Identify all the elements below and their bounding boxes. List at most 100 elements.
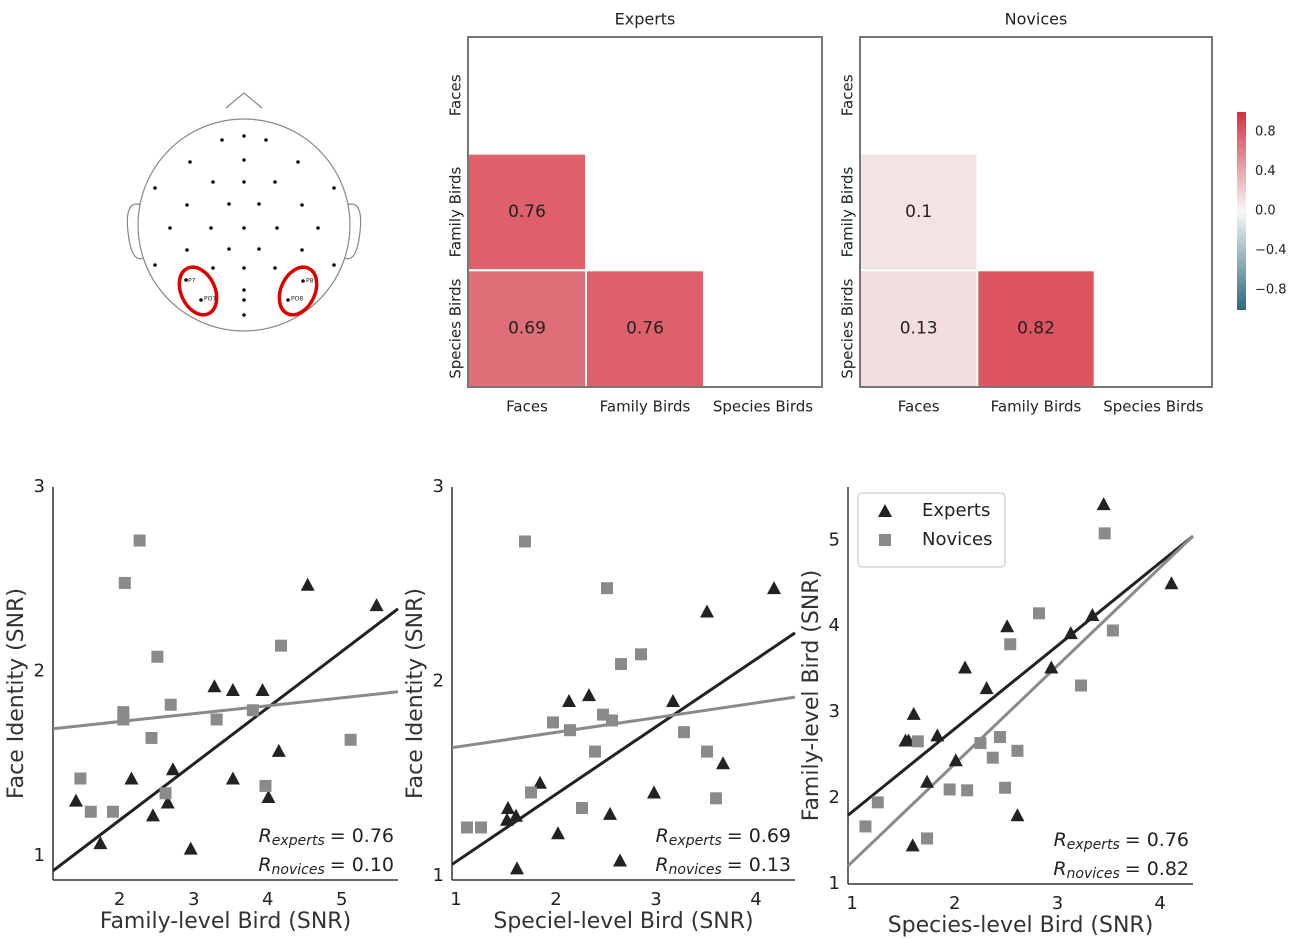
electrode bbox=[242, 134, 246, 138]
y-axis-label: Face Identity (SNR) bbox=[4, 588, 29, 799]
data-point bbox=[117, 706, 130, 719]
data-point bbox=[1044, 660, 1059, 674]
data-point bbox=[930, 728, 945, 742]
cell-label: 0.13 bbox=[900, 319, 938, 339]
electrode bbox=[242, 180, 246, 184]
left-ear bbox=[126, 203, 145, 260]
legend-marker bbox=[879, 534, 891, 546]
electrode bbox=[211, 180, 215, 184]
electrode bbox=[273, 266, 277, 270]
data-point bbox=[500, 812, 514, 826]
annotation: Rnovices = 0.10 bbox=[258, 854, 394, 879]
data-point bbox=[124, 771, 139, 785]
electrode bbox=[286, 298, 290, 302]
data-point bbox=[1075, 679, 1088, 692]
x-tick-label: 4 bbox=[262, 889, 273, 910]
y-axis-label: Face Identity (SNR) bbox=[403, 588, 428, 799]
data-point bbox=[106, 805, 119, 818]
regression-line bbox=[846, 534, 1195, 868]
annotation-symbol: R bbox=[258, 854, 271, 876]
colorbar-tick-label: −0.8 bbox=[1255, 283, 1287, 298]
data-point bbox=[369, 598, 384, 612]
annotation-text: = 0.13 bbox=[727, 854, 791, 876]
data-point bbox=[74, 772, 87, 785]
data-point bbox=[261, 789, 276, 803]
annotation-symbol: R bbox=[1054, 829, 1067, 851]
data-point bbox=[701, 745, 713, 758]
electrode bbox=[185, 248, 189, 252]
x-category-label: Species Birds bbox=[713, 398, 813, 416]
data-point bbox=[183, 841, 198, 855]
data-point bbox=[164, 698, 177, 711]
annotation-subscript: novices bbox=[1067, 866, 1120, 882]
data-point bbox=[564, 724, 576, 737]
data-point bbox=[501, 801, 515, 815]
electrode bbox=[184, 278, 188, 282]
y-tick-label: 2 bbox=[433, 671, 444, 692]
electrode-label: PO7 bbox=[204, 296, 216, 303]
y-tick-label: 2 bbox=[34, 661, 45, 682]
annotation-subscript: experts bbox=[669, 833, 722, 849]
legend-label: Novices bbox=[922, 529, 992, 550]
data-point bbox=[533, 775, 547, 789]
x-tick-label: 2 bbox=[949, 893, 960, 914]
data-point bbox=[905, 838, 920, 852]
data-point bbox=[151, 650, 164, 663]
electrode bbox=[242, 266, 246, 270]
data-point bbox=[547, 716, 559, 729]
electrode bbox=[199, 298, 203, 302]
annotation-symbol: R bbox=[259, 825, 272, 847]
data-point bbox=[678, 726, 690, 739]
data-point bbox=[767, 581, 781, 595]
cell-label: 0.1 bbox=[905, 202, 932, 222]
electrode bbox=[227, 202, 231, 206]
electrode bbox=[257, 247, 261, 251]
y-tick-label: 4 bbox=[829, 615, 840, 636]
data-point bbox=[133, 534, 146, 547]
electrode-label: PO8 bbox=[291, 296, 303, 303]
data-point bbox=[700, 604, 714, 618]
electrode bbox=[242, 298, 246, 302]
electrode bbox=[257, 202, 261, 206]
electrode bbox=[275, 226, 279, 230]
data-point bbox=[461, 821, 473, 834]
x-tick-label: 3 bbox=[650, 889, 661, 910]
data-point bbox=[1032, 607, 1045, 620]
data-point bbox=[606, 714, 618, 727]
colorbar-tick-label: 0.8 bbox=[1255, 124, 1276, 139]
data-point bbox=[1106, 624, 1119, 637]
electrode bbox=[316, 226, 320, 230]
x-category-label: Species Birds bbox=[1103, 398, 1203, 416]
annotation: Rexperts = 0.69 bbox=[656, 825, 791, 850]
data-point bbox=[84, 805, 97, 818]
data-point bbox=[225, 771, 240, 785]
heatmap-cell bbox=[859, 152, 979, 272]
data-point bbox=[1010, 808, 1025, 822]
x-category-label: Family Birds bbox=[991, 398, 1082, 416]
data-point bbox=[300, 577, 315, 591]
electrode bbox=[273, 180, 277, 184]
y-tick-label: 3 bbox=[34, 476, 45, 497]
data-point bbox=[986, 751, 999, 764]
data-point bbox=[165, 762, 180, 776]
data-point bbox=[911, 735, 924, 748]
y-tick-label: 1 bbox=[433, 865, 444, 886]
heatmap-frame bbox=[859, 36, 1213, 388]
data-point bbox=[210, 713, 223, 726]
heatmap-title: Experts bbox=[615, 10, 676, 29]
electrode bbox=[153, 186, 157, 190]
regression-line bbox=[451, 695, 796, 750]
annotation-symbol: R bbox=[656, 825, 669, 847]
data-point bbox=[920, 774, 935, 788]
annotation-subscript: novices bbox=[272, 862, 325, 878]
heatmap-cell bbox=[585, 269, 705, 389]
annotation-text: = 0.82 bbox=[1125, 858, 1189, 880]
x-tick-label: 1 bbox=[450, 889, 461, 910]
data-point bbox=[275, 639, 288, 652]
data-point bbox=[118, 576, 131, 589]
electrode bbox=[188, 160, 192, 164]
data-point bbox=[525, 786, 537, 799]
data-point bbox=[921, 832, 934, 845]
electrodes bbox=[153, 134, 336, 317]
